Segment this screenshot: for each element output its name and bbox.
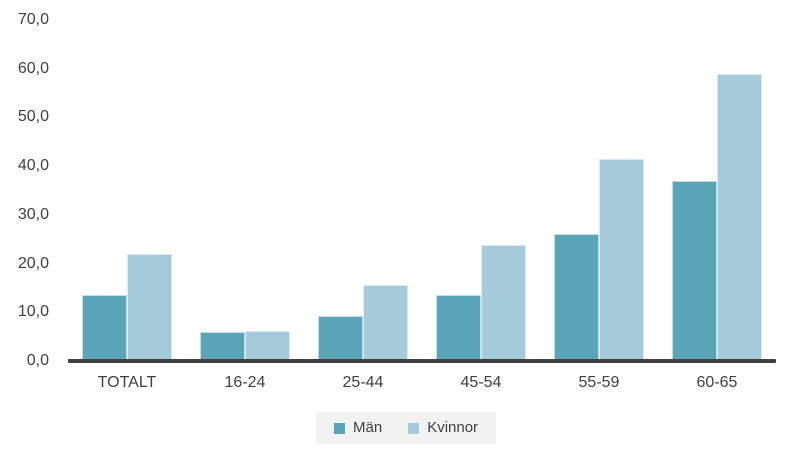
y-axis-tick-label: 70,0 (17, 11, 49, 28)
y-axis: 0,0 10,0 20,0 30,0 40,0 50,0 60,0 70,0 (0, 0, 49, 450)
bar-group-60-65 (658, 20, 776, 361)
y-axis-tick-label: 10,0 (17, 303, 49, 321)
bar-kvinnor-55-59 (599, 158, 644, 361)
bar-man-55-59 (554, 233, 599, 361)
x-axis-label-55-59: 55-59 (578, 374, 620, 391)
legend-item-man: Män (334, 420, 382, 436)
bar-man-45-54 (436, 294, 481, 361)
bar-man-25-44 (318, 316, 363, 361)
x-axis-line (68, 359, 776, 363)
y-axis-tick-label: 40,0 (17, 157, 49, 175)
y-axis-tick-label: 50,0 (17, 108, 49, 126)
bar-man-16-24 (200, 331, 245, 361)
legend-swatch-man (334, 422, 345, 434)
bar-man-totalt (82, 295, 127, 361)
y-axis-tick-label: 0,0 (26, 352, 49, 369)
legend-item-kvinnor: Kvinnor (408, 420, 478, 436)
bar-group-45-54 (422, 20, 540, 361)
x-axis-label-45-54: 45-54 (460, 374, 502, 391)
bar-kvinnor-60-65 (717, 73, 762, 361)
x-axis-label-60-65: 60-65 (696, 374, 738, 391)
bar-kvinnor-16-24 (245, 331, 290, 361)
bar-group-totalt (68, 20, 186, 361)
legend-label-man: Män (353, 419, 383, 436)
plot-area (68, 20, 776, 361)
x-axis: TOTALT 16-24 25-44 45-54 55-59 60-65 (68, 373, 776, 393)
y-axis-tick-label: 30,0 (17, 205, 49, 223)
x-axis-label-totalt: TOTALT (97, 374, 157, 391)
bar-man-60-65 (672, 180, 717, 361)
bar-kvinnor-45-54 (481, 245, 526, 361)
legend: Män Kvinnor (316, 412, 497, 444)
bar-kvinnor-25-44 (363, 285, 408, 361)
bar-kvinnor-totalt (127, 253, 172, 361)
bar-group-25-44 (304, 20, 422, 361)
x-axis-label-25-44: 25-44 (342, 374, 384, 391)
x-axis-label-16-24: 16-24 (224, 374, 266, 391)
y-axis-tick-label: 60,0 (17, 59, 49, 77)
legend-label-kvinnor: Kvinnor (427, 419, 479, 436)
bar-group-16-24 (186, 20, 304, 361)
bar-group-55-59 (540, 20, 658, 361)
y-axis-tick-label: 20,0 (17, 254, 49, 272)
legend-swatch-kvinnor (408, 422, 420, 434)
